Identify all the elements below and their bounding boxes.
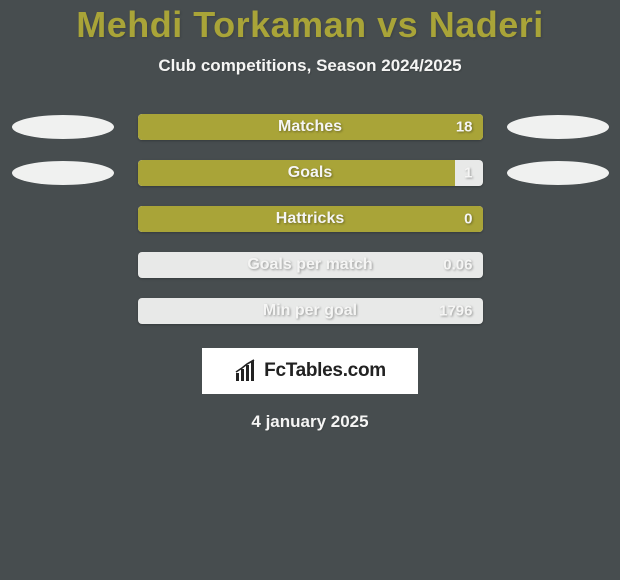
stat-label: Goals per match [247,256,372,274]
stat-label: Hattricks [276,210,344,228]
stat-row: Min per goal 1796 [0,298,620,324]
stat-row: Hattricks 0 [0,206,620,232]
stat-label: Matches [278,118,342,136]
player-ellipse-right [507,115,609,139]
page-title: Mehdi Torkaman vs Naderi [0,0,620,46]
left-slot [8,114,118,140]
left-slot [8,252,118,278]
player-ellipse-left [12,161,114,185]
stat-value: 18 [456,119,473,136]
right-slot [503,252,613,278]
stat-value: 0.06 [443,257,472,274]
stat-bar: Goals per match 0.06 [138,252,483,278]
stat-value: 1 [464,165,472,182]
player-ellipse-left [12,115,114,139]
stat-value: 1796 [439,303,472,320]
right-slot [503,160,613,186]
stat-bar: Goals 1 [138,160,483,186]
stage: Mehdi Torkaman vs Naderi Club competitio… [0,0,620,580]
bar-chart-icon [234,359,258,383]
right-slot [503,298,613,324]
stat-bar: Min per goal 1796 [138,298,483,324]
stat-label: Goals [288,164,332,182]
stat-value: 0 [464,211,472,228]
stat-row: Goals 1 [0,160,620,186]
logo-text: FcTables.com [264,360,386,382]
stat-bar: Hattricks 0 [138,206,483,232]
left-slot [8,298,118,324]
date-label: 4 january 2025 [0,412,620,432]
left-slot [8,160,118,186]
stat-row: Goals per match 0.06 [0,252,620,278]
right-slot [503,114,613,140]
left-slot [8,206,118,232]
subtitle: Club competitions, Season 2024/2025 [0,56,620,76]
stat-bar: Matches 18 [138,114,483,140]
logo-box: FcTables.com [202,348,418,394]
stat-row: Matches 18 [0,114,620,140]
stat-rows: Matches 18 Goals 1 Hattricks 0 Goals per match… [0,114,620,324]
right-slot [503,206,613,232]
player-ellipse-right [507,161,609,185]
stat-label: Min per goal [263,302,357,320]
